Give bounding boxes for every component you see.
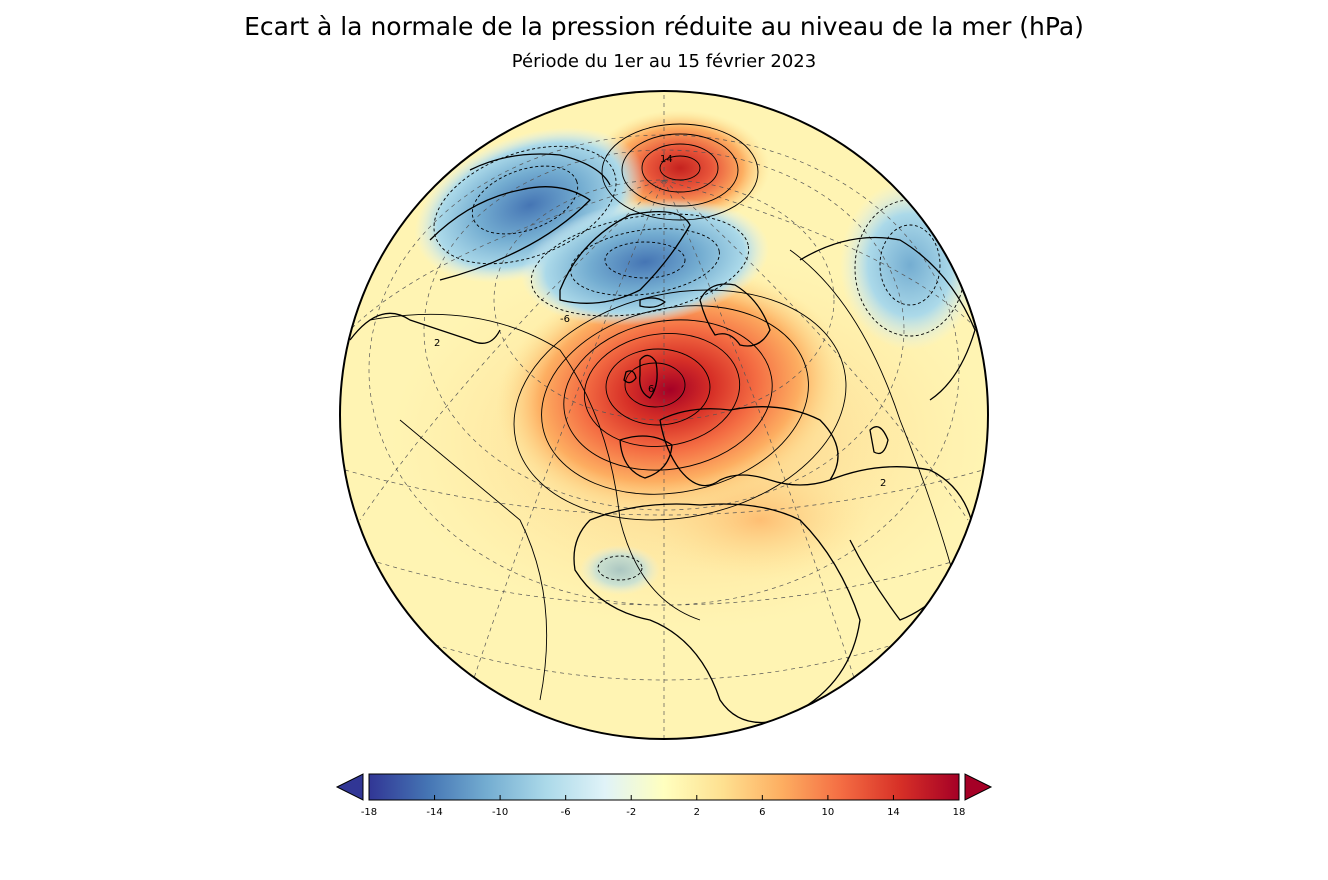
- colorbar-tick-label: -6: [561, 807, 571, 818]
- colorbar-tick-label: 14: [887, 807, 900, 818]
- contour-label: 2: [880, 478, 886, 489]
- colorbar-tick-label: -14: [426, 807, 442, 818]
- colorbar-tick-label: -18: [361, 807, 377, 818]
- contour-label: 14: [660, 154, 673, 165]
- graticule: [344, 95, 984, 739]
- colorbar: -18 -14 -10 -6 -2 2 6 10 14 18: [335, 773, 993, 818]
- colorbar-extend-high: [964, 773, 993, 801]
- colorbar-tick-label: -2: [626, 807, 636, 818]
- map-title: Ecart à la normale de la pression réduit…: [244, 12, 1084, 41]
- contour-labels: 14 2 6 2 -6: [434, 154, 886, 489]
- colorbar-tick-label: 6: [759, 807, 765, 818]
- contour-label: 6: [648, 384, 654, 395]
- colorbar-tick-label: -10: [492, 807, 508, 818]
- contour-label: -6: [560, 314, 570, 325]
- colorbar-tick-label: 2: [694, 807, 700, 818]
- colorbar-extend-low: [335, 773, 364, 801]
- anomaly-high-europe: [496, 267, 844, 513]
- coastlines: [349, 153, 976, 724]
- colorbar-tick-label: 10: [822, 807, 835, 818]
- map-subtitle: Période du 1er au 15 février 2023: [511, 51, 817, 72]
- contour-label: 2: [434, 338, 440, 349]
- contours-positive: [369, 123, 961, 701]
- colorbar-tick-label: 18: [953, 807, 966, 818]
- colorbar-bar: [368, 773, 960, 801]
- globe-outline: [339, 90, 989, 740]
- globe: 14 2 6 2 -6: [340, 91, 988, 739]
